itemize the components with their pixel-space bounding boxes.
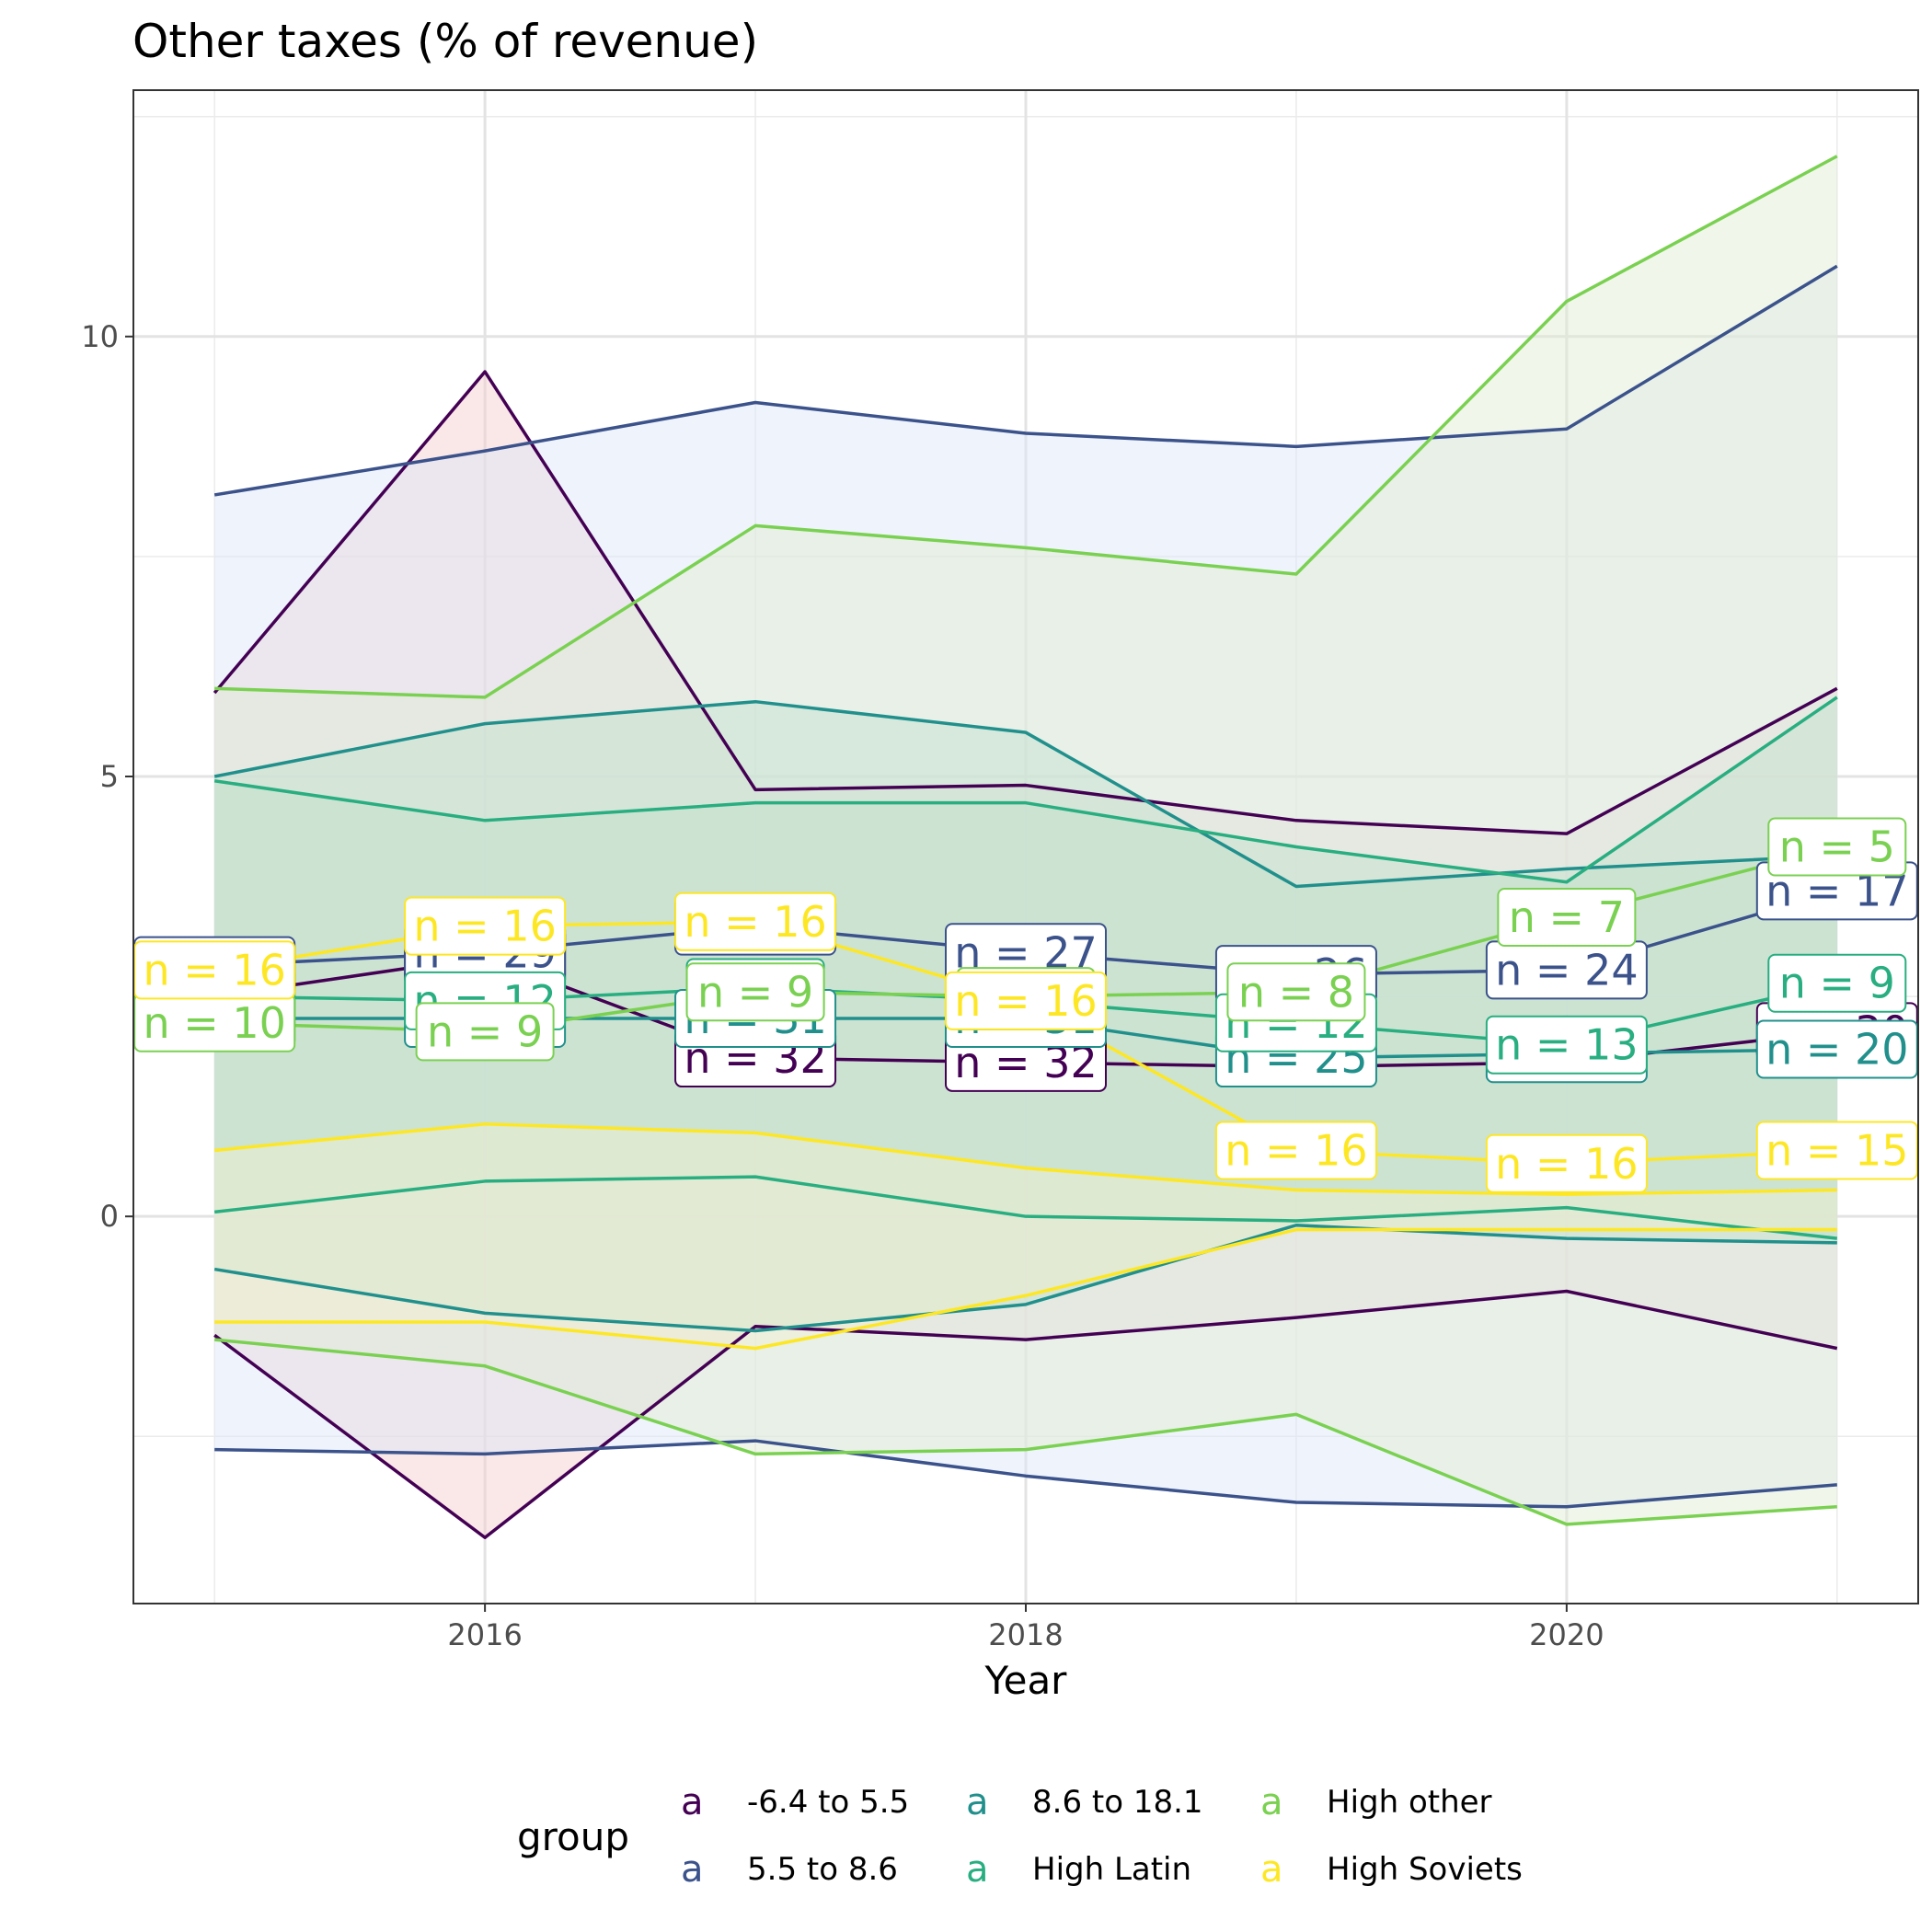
legend-label: 8.6 to 18.1	[1032, 1784, 1203, 1821]
series-line-upper	[213, 699, 1837, 889]
n-label-box	[685, 962, 825, 1022]
n-label-text: n = 16	[1225, 1125, 1367, 1175]
series-line-upper	[214, 1122, 1837, 1197]
series-line-lower	[214, 1439, 1837, 1509]
n-label: n = 8	[1226, 962, 1366, 1022]
n-label: n = 16	[945, 971, 1107, 1030]
gridlines	[133, 90, 1918, 1604]
n-label-text: n = 20	[1765, 1024, 1908, 1074]
legend-label: 5.5 to 8.6	[747, 1851, 898, 1888]
n-label-text: n = 9	[427, 1006, 543, 1056]
n-label-text: n = 7	[1509, 892, 1625, 942]
n-label: n = 10	[133, 993, 296, 1052]
n-label: n = 9	[685, 962, 825, 1022]
x-tick-label: 2016	[447, 1617, 522, 1652]
n-label-box	[404, 896, 567, 956]
n-label: n = 13	[1485, 1015, 1648, 1075]
legend-item: a High Soviets	[1260, 1848, 1523, 1891]
n-label: n = 16	[1485, 1133, 1648, 1193]
n-label: n = 15	[1755, 1121, 1918, 1180]
n-label: n = 16	[133, 940, 296, 1000]
n-label-box	[674, 891, 837, 951]
n-label-text: n = 16	[684, 897, 826, 947]
x-tick-label: 2020	[1529, 1617, 1604, 1652]
n-label-box	[1214, 1121, 1377, 1180]
n-label: n = 16	[1214, 1121, 1377, 1180]
n-label-box	[945, 971, 1107, 1030]
legend-item: a High Latin	[966, 1848, 1191, 1891]
legend: group a -6.4 to 5.5 a 5.5 to 8.6 a 8.6 to 18.…	[517, 1781, 1523, 1891]
series-line-lower	[214, 1338, 1837, 1526]
ribbon	[214, 155, 1837, 1524]
n-label-box	[1226, 962, 1366, 1022]
n-label-text: n = 16	[143, 945, 285, 995]
n-label-box	[1755, 1121, 1918, 1180]
n-label-text: n = 10	[143, 998, 285, 1048]
series-line-lower	[214, 1227, 1837, 1351]
legend-key: a	[1260, 1781, 1283, 1823]
legend-item: a High other	[1260, 1781, 1492, 1823]
y-tick-label: 10	[81, 319, 119, 354]
n-label-text: n = 16	[954, 976, 1097, 1026]
x-tick-label: 2018	[988, 1617, 1063, 1652]
legend-key: a	[681, 1781, 704, 1823]
n-label-box	[1767, 953, 1907, 1013]
legend-label: -6.4 to 5.5	[747, 1784, 909, 1821]
n-label-text: n = 16	[1495, 1139, 1638, 1189]
legend-item: a 5.5 to 8.6	[681, 1848, 898, 1891]
chart-title: Other taxes (% of revenue)	[132, 15, 758, 68]
series-line-lower	[213, 1289, 1838, 1540]
x-axis-title: Year	[984, 1658, 1068, 1703]
series-line-upper	[214, 155, 1838, 699]
legend-key: a	[966, 1848, 989, 1891]
n-label-text: n = 13	[1495, 1020, 1638, 1070]
legend-key: a	[1260, 1848, 1283, 1891]
legend-item: a 8.6 to 18.1	[966, 1781, 1203, 1823]
series-line-lower	[213, 1224, 1837, 1333]
n-labels: n = 30n = 32n = 32n = 30n = 29n = 29n = …	[133, 817, 1918, 1193]
n-label: n = 9	[1767, 953, 1907, 1013]
legend-label: High Soviets	[1327, 1851, 1523, 1888]
legend-key: a	[681, 1848, 704, 1891]
n-label: n = 16	[674, 891, 837, 951]
n-label-box	[1767, 817, 1907, 877]
series-line-upper	[213, 264, 1838, 497]
n-label-text: n = 15	[1765, 1125, 1908, 1175]
n-label-text: n = 5	[1779, 822, 1895, 872]
n-label-box	[1497, 888, 1637, 948]
n-label: n = 7	[1497, 888, 1637, 948]
n-label-box	[1485, 1015, 1648, 1075]
legend-title: group	[517, 1814, 629, 1859]
legend-label: High Latin	[1032, 1851, 1191, 1888]
n-label-box	[1485, 1133, 1648, 1193]
n-label: n = 20	[1755, 1019, 1918, 1079]
n-label: n = 24	[1485, 940, 1648, 1000]
n-label-text: n = 9	[1779, 959, 1895, 1008]
y-axis-ticks: 0 5 10	[81, 319, 133, 1234]
legend-label: High other	[1327, 1784, 1492, 1821]
y-tick-label: 5	[100, 759, 119, 794]
series-line-lower	[213, 1175, 1838, 1240]
n-label-text: n = 16	[413, 902, 556, 951]
n-label-box	[415, 1002, 555, 1062]
legend-key: a	[966, 1781, 989, 1823]
x-axis-ticks: 2016 2018 2020	[447, 1604, 1604, 1652]
series-line-upper	[213, 696, 1838, 884]
n-label: n = 5	[1767, 817, 1907, 877]
n-label-box	[133, 940, 296, 1000]
ribbon	[214, 266, 1837, 1507]
n-label: n = 9	[415, 1002, 555, 1062]
n-label: n = 16	[404, 896, 567, 956]
legend-item: a -6.4 to 5.5	[681, 1781, 909, 1823]
n-label-text: n = 9	[697, 967, 813, 1017]
y-tick-label: 0	[100, 1199, 119, 1234]
series-line-upper	[213, 370, 1838, 835]
n-label-box	[1755, 1019, 1918, 1079]
n-label-text: n = 24	[1495, 945, 1638, 995]
n-label-text: n = 8	[1238, 967, 1354, 1017]
